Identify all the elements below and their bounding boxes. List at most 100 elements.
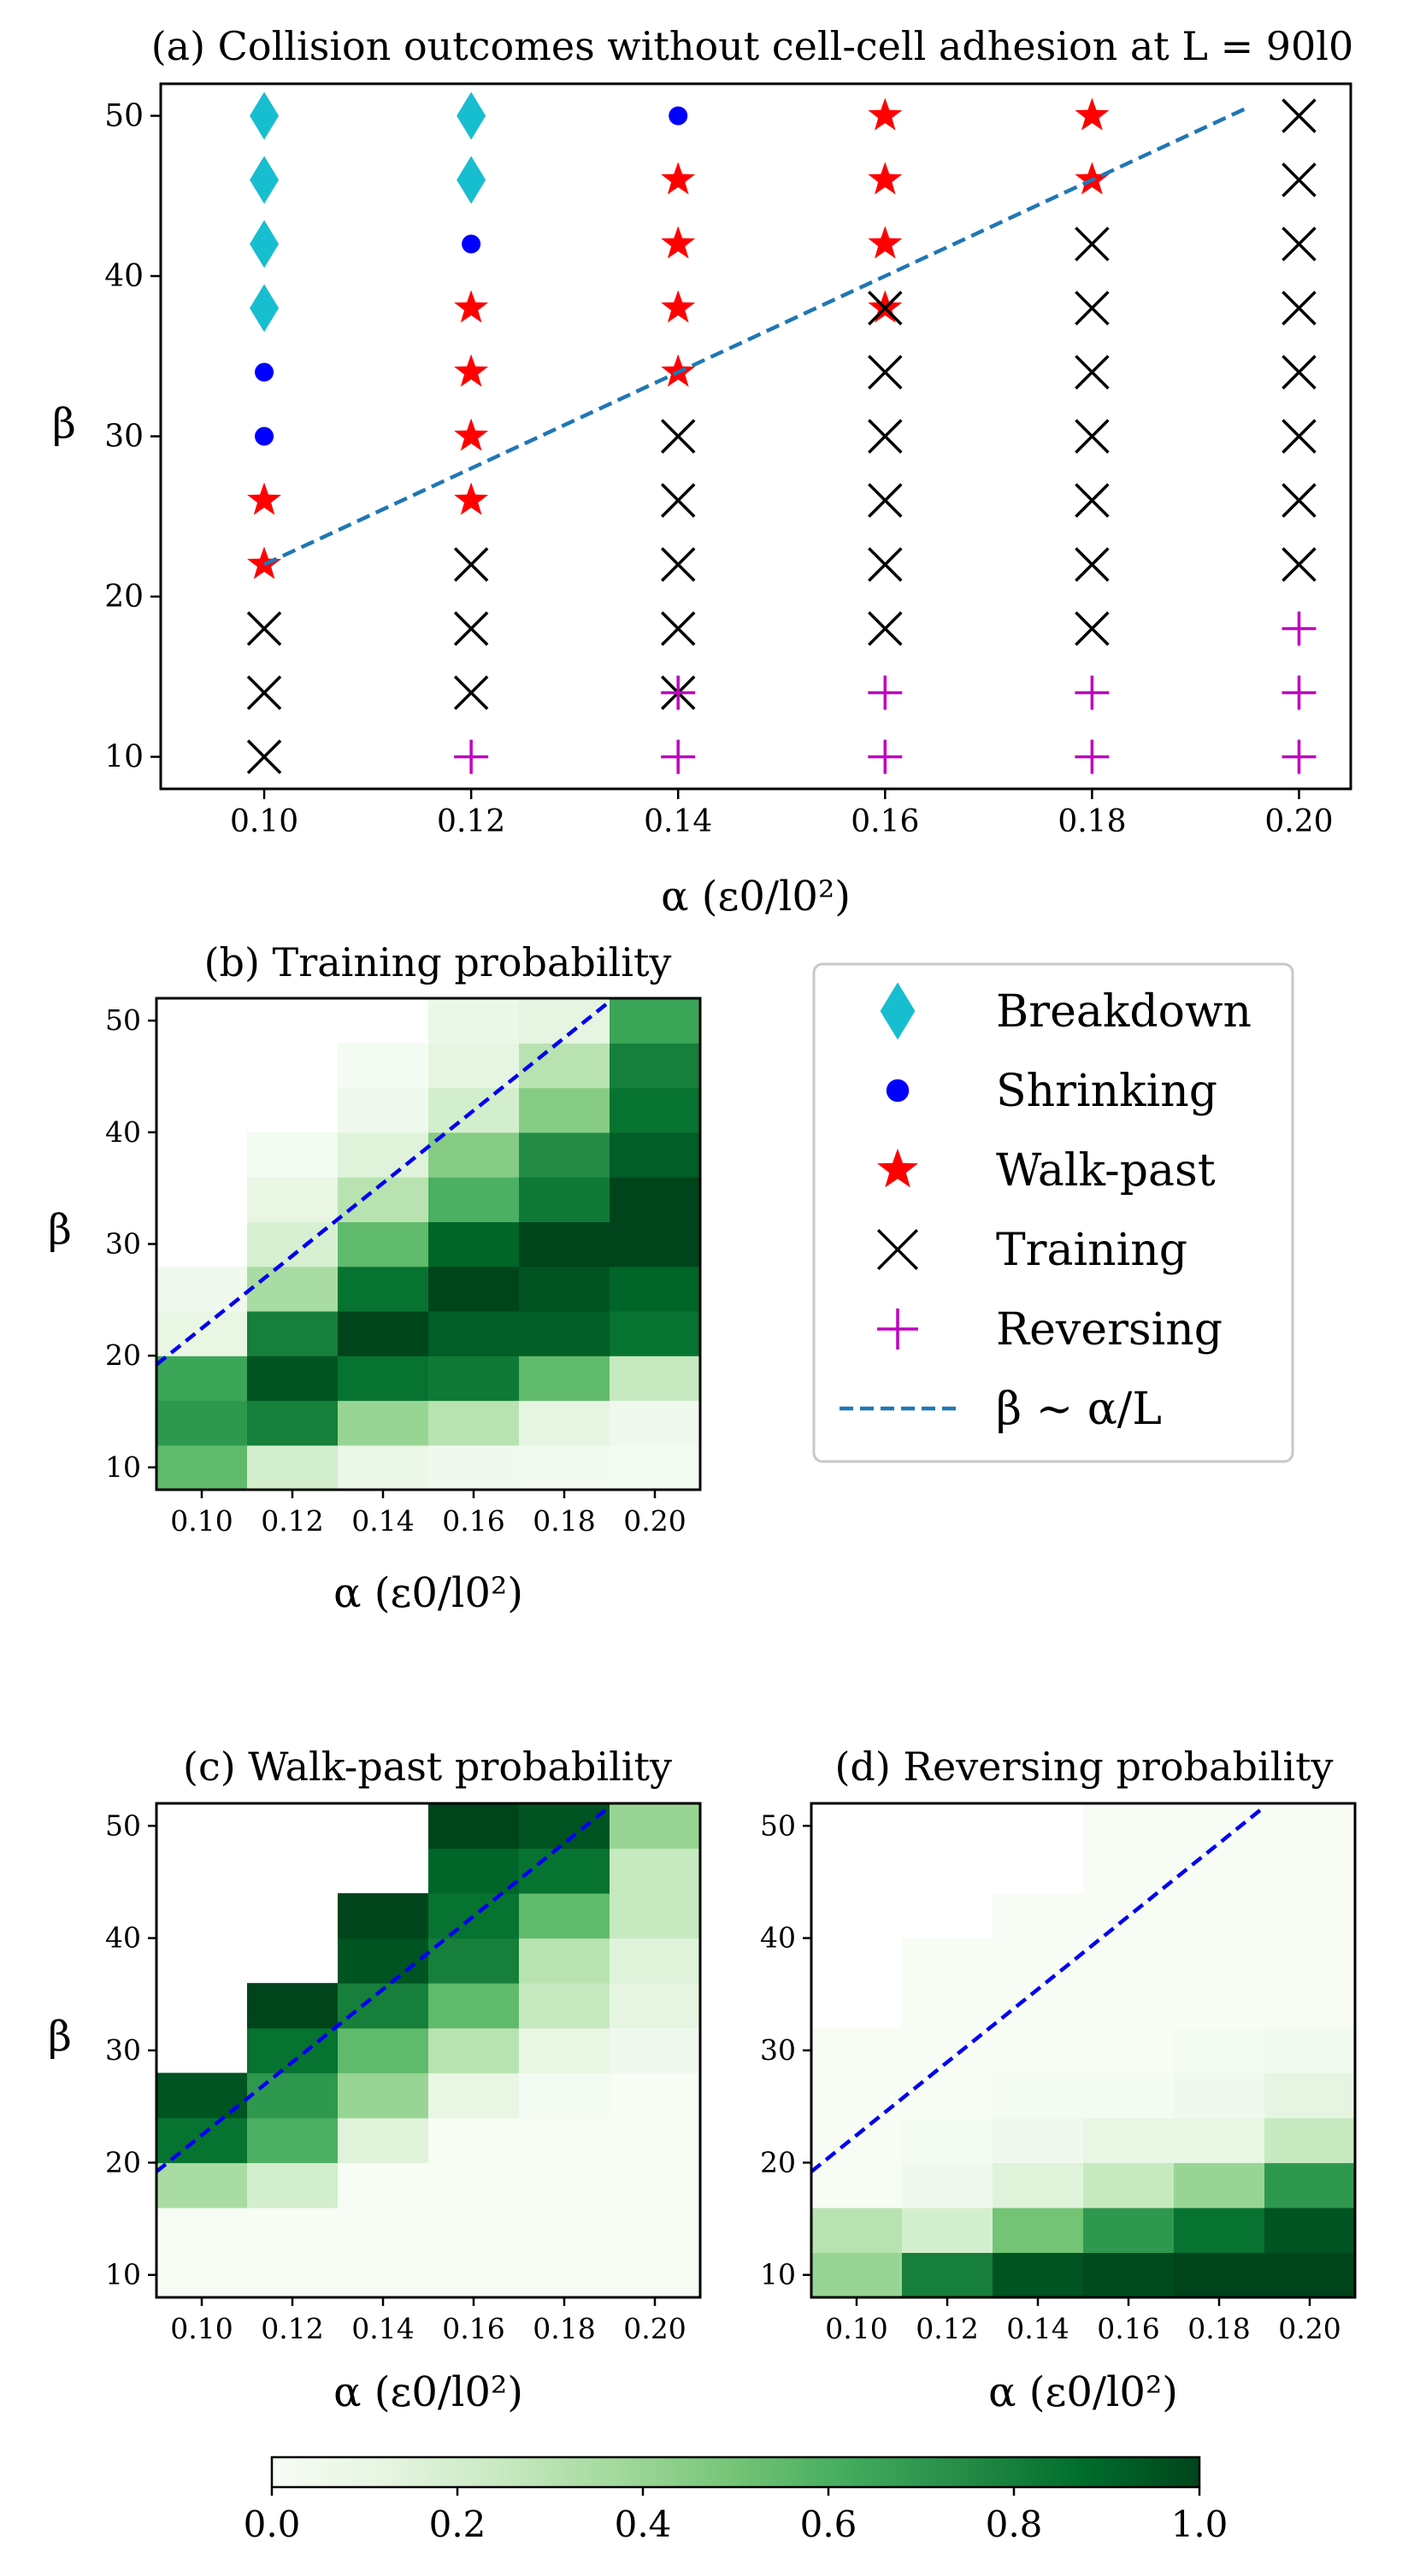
panel-b-cell: [519, 1266, 610, 1312]
shrinking-marker: [255, 362, 274, 382]
breakdown-marker: [457, 156, 486, 204]
training-marker: [1075, 419, 1110, 454]
training-marker: [660, 611, 696, 646]
scaling-line: [263, 106, 1248, 567]
training-marker: [246, 611, 282, 646]
panel-b-cell: [610, 1400, 701, 1446]
panel-d-cell: [1174, 1893, 1265, 1939]
panel-d-cell: [1264, 1893, 1356, 1939]
panel-b-cell: [519, 1221, 610, 1267]
panel-b-frame: [155, 997, 702, 1491]
panel-d-x-tick-label: 0.10: [825, 2312, 887, 2345]
panel-d-cell: [993, 2073, 1084, 2119]
panel-b-cell: [519, 1087, 610, 1133]
walk-past-marker: [247, 482, 281, 515]
colorbar-tick-label: 0.6: [800, 2503, 857, 2545]
panel-c-y-tick-label: 40: [105, 1921, 141, 1955]
panel-d-cell: [1174, 1983, 1265, 2029]
panel-b-cell: [610, 1132, 701, 1178]
panel-d-cell: [811, 2117, 903, 2163]
legend-label: β ∼ α/L: [996, 1384, 1162, 1435]
panel-d-title: (d) Reversing probability: [834, 1744, 1333, 1790]
panel-c-y-tick-label: 10: [105, 2258, 141, 2291]
panel-c-cell: [156, 2207, 248, 2253]
walk-past-marker: [868, 226, 903, 259]
panel-c-x-tick-label: 0.10: [170, 2312, 233, 2345]
panel-d-cell: [1083, 1803, 1175, 1850]
panel-c-cell: [428, 1938, 520, 1984]
panel-c-cell: [610, 2027, 701, 2073]
panel-d-cell: [811, 2252, 903, 2298]
panel-b-x-tick-label: 0.14: [351, 1504, 414, 1538]
panel-c-cell: [428, 2117, 520, 2163]
panel-c-cell: [519, 1938, 610, 1984]
panel-b-x-label: α (ε0/l0²): [333, 1569, 523, 1617]
reversing-marker: [1282, 675, 1317, 710]
reversing-marker: [1075, 739, 1110, 774]
panel-b-cell: [610, 1043, 701, 1089]
panel-b-cell: [610, 1087, 701, 1133]
panel-d-cell: [1174, 1848, 1265, 1894]
panel-b-cell: [519, 1132, 610, 1178]
y-tick-label: 50: [104, 99, 144, 134]
panel-b-cell: [519, 1310, 610, 1356]
panel-a: (a) Collision outcomes without cell-cell…: [52, 23, 1353, 920]
reversing-marker: [1282, 611, 1317, 646]
legend-breakdown-icon: [880, 982, 916, 1040]
training-marker: [1282, 98, 1317, 133]
panel-d-cell: [1174, 2073, 1265, 2119]
reversing-marker: [1282, 739, 1317, 774]
panel-c-cell: [247, 2162, 339, 2208]
panel-d-y-tick-label: 10: [760, 2258, 796, 2291]
panel-b-y-tick-label: 10: [105, 1450, 141, 1484]
panel-c: (c) Walk-past probability 0.10 0.12 0.14 0.…: [48, 1744, 702, 2416]
panel-c-cell: [247, 2117, 339, 2163]
panel-c-x-tick-label: 0.14: [351, 2312, 414, 2345]
panel-d-frame: [810, 1802, 1357, 2299]
reversing-marker: [661, 739, 696, 774]
panel-c-cell: [247, 2073, 339, 2119]
panel-c-cell: [428, 2073, 520, 2119]
panel-b-cell: [338, 1444, 429, 1491]
training-marker: [453, 611, 489, 646]
walk-past-marker: [868, 162, 903, 195]
panel-b-scaling-line: [155, 1000, 611, 1367]
panel-b-cell: [247, 1132, 339, 1178]
panel-b-cell: [338, 1310, 429, 1356]
panel-a-frame: [159, 82, 1352, 791]
training-marker: [1075, 291, 1110, 326]
legend-reversing-icon: [877, 1309, 918, 1350]
panel-b-cell: [428, 1356, 520, 1402]
panel-a-x-label: α (ε0/l0²): [661, 873, 851, 920]
panel-b-cell: [428, 1132, 520, 1178]
panel-c-cell: [338, 2162, 429, 2208]
panel-c-x-tick-label: 0.20: [623, 2312, 686, 2345]
panel-a-y-label: β: [52, 400, 76, 448]
breakdown-marker: [250, 220, 280, 268]
panel-d-cell: [1174, 2117, 1265, 2163]
training-marker: [1282, 162, 1317, 197]
panel-b-plot-area: 0.10 0.12 0.14 0.16 0.18 0.20 10 20 30 40 50: [105, 998, 701, 1538]
training-marker: [246, 739, 282, 774]
shrinking-marker: [462, 234, 481, 254]
panel-d-plot-area: 0.10 0.12 0.14 0.16 0.18 0.20 10 20 30 40 50: [760, 1803, 1356, 2345]
panel-d-y-tick-label: 30: [760, 2033, 796, 2067]
panel-d-cell: [1264, 1803, 1356, 1850]
panel-b-cell: [247, 1400, 339, 1446]
panel-b-cell: [338, 1221, 429, 1267]
walk-past-marker: [454, 290, 489, 323]
panel-b-cell: [247, 1177, 339, 1222]
panel-d-x-tick-label: 0.20: [1278, 2312, 1340, 2345]
panel-d-cell: [1083, 1893, 1175, 1939]
panel-b-cell: [428, 1266, 520, 1312]
panel-d-cell: [1174, 1803, 1265, 1850]
training-marker: [1075, 547, 1110, 582]
panel-d-y-tick-label: 20: [760, 2145, 796, 2179]
panel-c-x-label: α (ε0/l0²): [333, 2368, 523, 2416]
panel-d-cell: [1264, 2073, 1356, 2119]
walk-past-marker: [868, 97, 903, 131]
colorbar-tick-label: 0.8: [986, 2503, 1043, 2545]
panel-d-cell: [811, 2162, 903, 2208]
walk-past-marker: [661, 226, 696, 259]
panel-c-scaling-line: [155, 1805, 611, 2173]
